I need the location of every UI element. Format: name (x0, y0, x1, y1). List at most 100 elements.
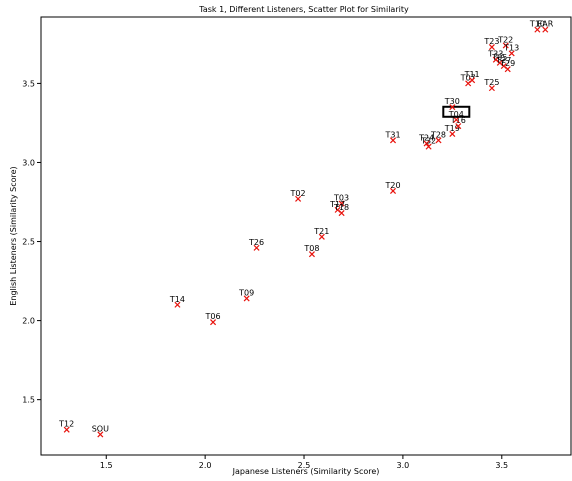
point-marker (500, 62, 507, 70)
point-label: T09 (238, 288, 254, 297)
data-point: T11 (464, 70, 480, 84)
data-point: T19 (444, 124, 460, 138)
point-marker (488, 85, 495, 92)
chart-title: Task 1, Different Listeners, Scatter Plo… (198, 5, 409, 14)
point-label: T10 (529, 20, 545, 29)
point-marker (455, 123, 462, 130)
point-label: T22 (497, 35, 513, 44)
x-tick-label: 3.0 (397, 461, 410, 470)
point-label: T03 (333, 194, 349, 203)
point-marker (488, 44, 495, 51)
point-label: T17 (329, 200, 345, 209)
data-point: T22 (497, 35, 513, 49)
data-point: T21 (313, 227, 329, 240)
x-tick-label: 3.5 (495, 461, 508, 470)
point-label: T14 (169, 295, 185, 304)
point-marker (334, 206, 341, 213)
point-label: T33 (487, 50, 503, 59)
point-label: T28 (430, 130, 446, 139)
point-marker (502, 42, 509, 49)
data-point: T28 (430, 130, 446, 144)
data-point: T10 (529, 20, 545, 33)
point-marker (469, 77, 476, 84)
data-point: T12 (58, 420, 74, 433)
point-marker (449, 104, 456, 111)
data-point: T03 (333, 194, 349, 207)
point-label: T06 (205, 312, 221, 321)
x-tick-label: 1.5 (100, 461, 113, 470)
point-label: T08 (303, 244, 319, 253)
point-label: T02 (290, 189, 306, 198)
point-marker (453, 116, 460, 123)
point-marker (508, 50, 515, 57)
point-label: T24 (418, 133, 434, 142)
x-axis-title: Japanese Listeners (Similarity Score) (232, 467, 380, 476)
point-marker (496, 59, 503, 66)
data-point: T08 (303, 244, 319, 258)
data-point: T02 (290, 189, 306, 202)
point-marker (504, 66, 511, 73)
y-tick-label: 3.0 (22, 158, 35, 167)
point-label: T25 (483, 78, 499, 87)
highlight-box (442, 105, 471, 118)
point-marker (338, 210, 345, 217)
data-point: SOU (92, 424, 109, 438)
data-point: T31 (384, 130, 401, 144)
point-marker (97, 431, 104, 438)
point-marker (389, 137, 397, 144)
data-point: T06 (205, 312, 221, 326)
x-tick-label: 2.5 (298, 461, 311, 470)
data-point: T23 (483, 37, 499, 51)
point-label: T11 (464, 70, 480, 79)
point-marker (423, 140, 430, 147)
point-marker (492, 56, 499, 63)
data-point: T25 (483, 78, 499, 92)
point-marker (449, 130, 456, 138)
point-marker (174, 301, 181, 308)
point-label: T04 (448, 110, 464, 119)
point-marker (542, 26, 549, 33)
point-label: T27 (495, 56, 511, 65)
point-label: SOU (92, 424, 109, 433)
point-label: T05 (491, 53, 507, 62)
point-label: T26 (248, 238, 264, 247)
y-tick-label: 2.5 (22, 238, 35, 247)
point-marker (243, 295, 250, 302)
point-marker (318, 233, 325, 240)
point-marker (63, 426, 70, 433)
point-marker (338, 200, 345, 207)
data-point: T20 (384, 181, 401, 194)
data-point: T18 (333, 203, 349, 217)
data-point: T24 (418, 133, 434, 147)
point-marker (425, 143, 432, 150)
point-label: T23 (483, 37, 499, 46)
data-point: T26 (248, 238, 264, 251)
point-label: T31 (384, 130, 400, 139)
point-label: T29 (499, 59, 515, 68)
y-axis-title: English Listeners (Similarity Score) (9, 166, 18, 305)
data-point: T14 (169, 295, 185, 308)
y-tick-label: 1.5 (22, 396, 35, 405)
y-tick-label: 2.0 (22, 317, 35, 326)
data-point: T09 (238, 288, 254, 302)
y-tick-label: 3.5 (22, 79, 35, 88)
point-marker (389, 187, 397, 194)
y-axis: 1.5 2.0 2.5 3.0 3.5 (22, 79, 41, 405)
point-label: T21 (313, 227, 329, 236)
data-point: T04 (442, 105, 471, 123)
point-marker (534, 26, 541, 33)
point-label: T32 (420, 137, 436, 146)
point-marker (308, 251, 315, 258)
point-label: T18 (333, 203, 349, 212)
data-point: EAR (537, 20, 554, 33)
data-point: T29 (499, 59, 515, 73)
point-label: T13 (503, 43, 519, 52)
data-point: T30 (444, 97, 460, 111)
plot-frame (40, 16, 572, 456)
x-tick-label: 2.0 (199, 461, 212, 470)
point-label: T12 (58, 420, 74, 429)
point-marker (210, 319, 217, 326)
